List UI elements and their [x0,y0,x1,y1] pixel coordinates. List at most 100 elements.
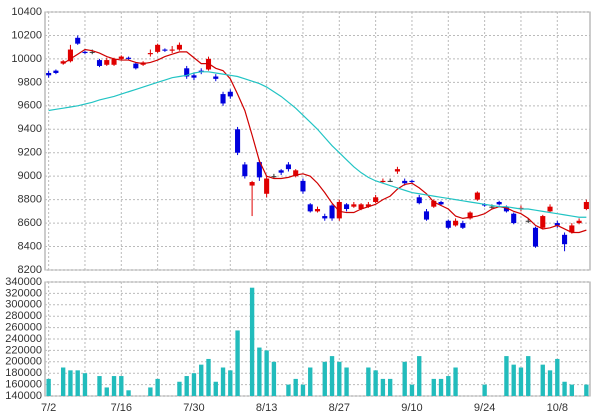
candle-body [53,70,59,73]
volume-bar [482,384,487,396]
volume-bar [387,378,393,396]
y-tick-label: 10000 [11,53,42,65]
x-tick-label: 7/30 [183,402,204,414]
volume-bar [380,378,386,396]
y-tick-label: 160000 [5,379,42,391]
candle-body [126,57,132,59]
volume-bar [119,376,124,396]
candle-body [496,201,502,205]
candle-body [532,227,539,247]
candle-body [227,91,233,97]
y-tick-label: 8600 [18,217,42,229]
volume-bar [82,373,88,396]
candle-body [445,220,451,228]
candle-body [67,49,73,62]
volume-bar [431,378,436,396]
candle-body [278,170,284,173]
candle-body [373,197,379,202]
candle-body [583,201,589,210]
y-tick-label: 9800 [18,76,42,88]
volume-bar [126,390,131,396]
x-tick-label: 7/2 [41,402,56,414]
volume-bar [533,396,537,402]
y-tick-label: 9600 [18,100,42,112]
y-tick-label: 9400 [18,123,42,135]
volume-bar [75,370,80,396]
volume-bar [184,376,189,396]
candle-body [235,129,241,153]
volume-bar [497,396,501,407]
volume-bar [424,396,428,402]
x-tick-label: 10/8 [547,402,568,414]
candle-body [118,56,124,59]
volume-bar [352,396,356,407]
volume-bar [468,396,472,407]
volume-bar [163,396,167,402]
candle-body [293,170,299,177]
volume-bar [337,361,342,396]
volume-bar [315,396,319,402]
x-tick-label: 8/13 [256,402,277,414]
candle-body [285,164,291,170]
candle-body [525,220,531,222]
candle-body [336,201,342,219]
volume-bar [584,384,589,396]
candle-body [540,216,546,228]
volume-bar [286,384,291,396]
candle-body [365,204,371,207]
candle-body [271,176,277,178]
candle-body [191,75,197,78]
candle-body [467,212,473,219]
candle-body [264,178,270,194]
volume-bar [199,364,204,396]
volume-bar [90,396,94,402]
y-tick-label: 10400 [11,6,42,18]
candle-body [322,216,328,219]
y-tick-label: 220000 [5,344,42,356]
candle-body [169,49,175,51]
candle-body [75,37,81,44]
volume-bar [577,396,581,402]
y-tick-label: 9000 [18,170,42,182]
candle-body [307,204,313,212]
y-tick-label: 280000 [5,310,42,322]
candle-body [60,61,66,64]
volume-bar [68,370,73,396]
volume-bar [402,361,407,396]
candle-body [300,180,306,192]
candle-body [162,49,168,51]
y-tick-label: 140000 [5,390,42,402]
candle-body [329,205,335,219]
volume-bar [141,396,145,402]
volume-bar [511,364,516,396]
candle-body [147,53,153,55]
volume-bar [220,367,226,396]
candle-body [96,60,103,66]
volume-bar [235,330,240,396]
volume-bar [417,356,422,396]
candle-body [438,201,444,205]
volume-bar [264,350,269,396]
volume-bar [300,384,306,396]
candle-body [562,234,568,245]
candle-body [387,180,393,182]
candle-body [46,72,52,76]
price-panel [44,11,591,271]
volume-bar [134,396,138,407]
candle-body [314,209,321,212]
candle-body [380,180,386,183]
x-tick-label: 9/10 [401,402,422,414]
volume-bar [373,370,378,396]
candle-body [249,182,255,186]
y-tick-label: 10200 [11,29,42,41]
volume-bar [562,381,567,396]
moving-average-line [48,71,587,218]
candle-body [569,225,575,233]
candle-body [409,180,415,183]
volume-bar [104,387,109,396]
volume-bar [177,381,182,396]
candle-body [111,58,117,65]
y-tick-label: 200000 [5,356,42,368]
candle-body [176,44,182,50]
